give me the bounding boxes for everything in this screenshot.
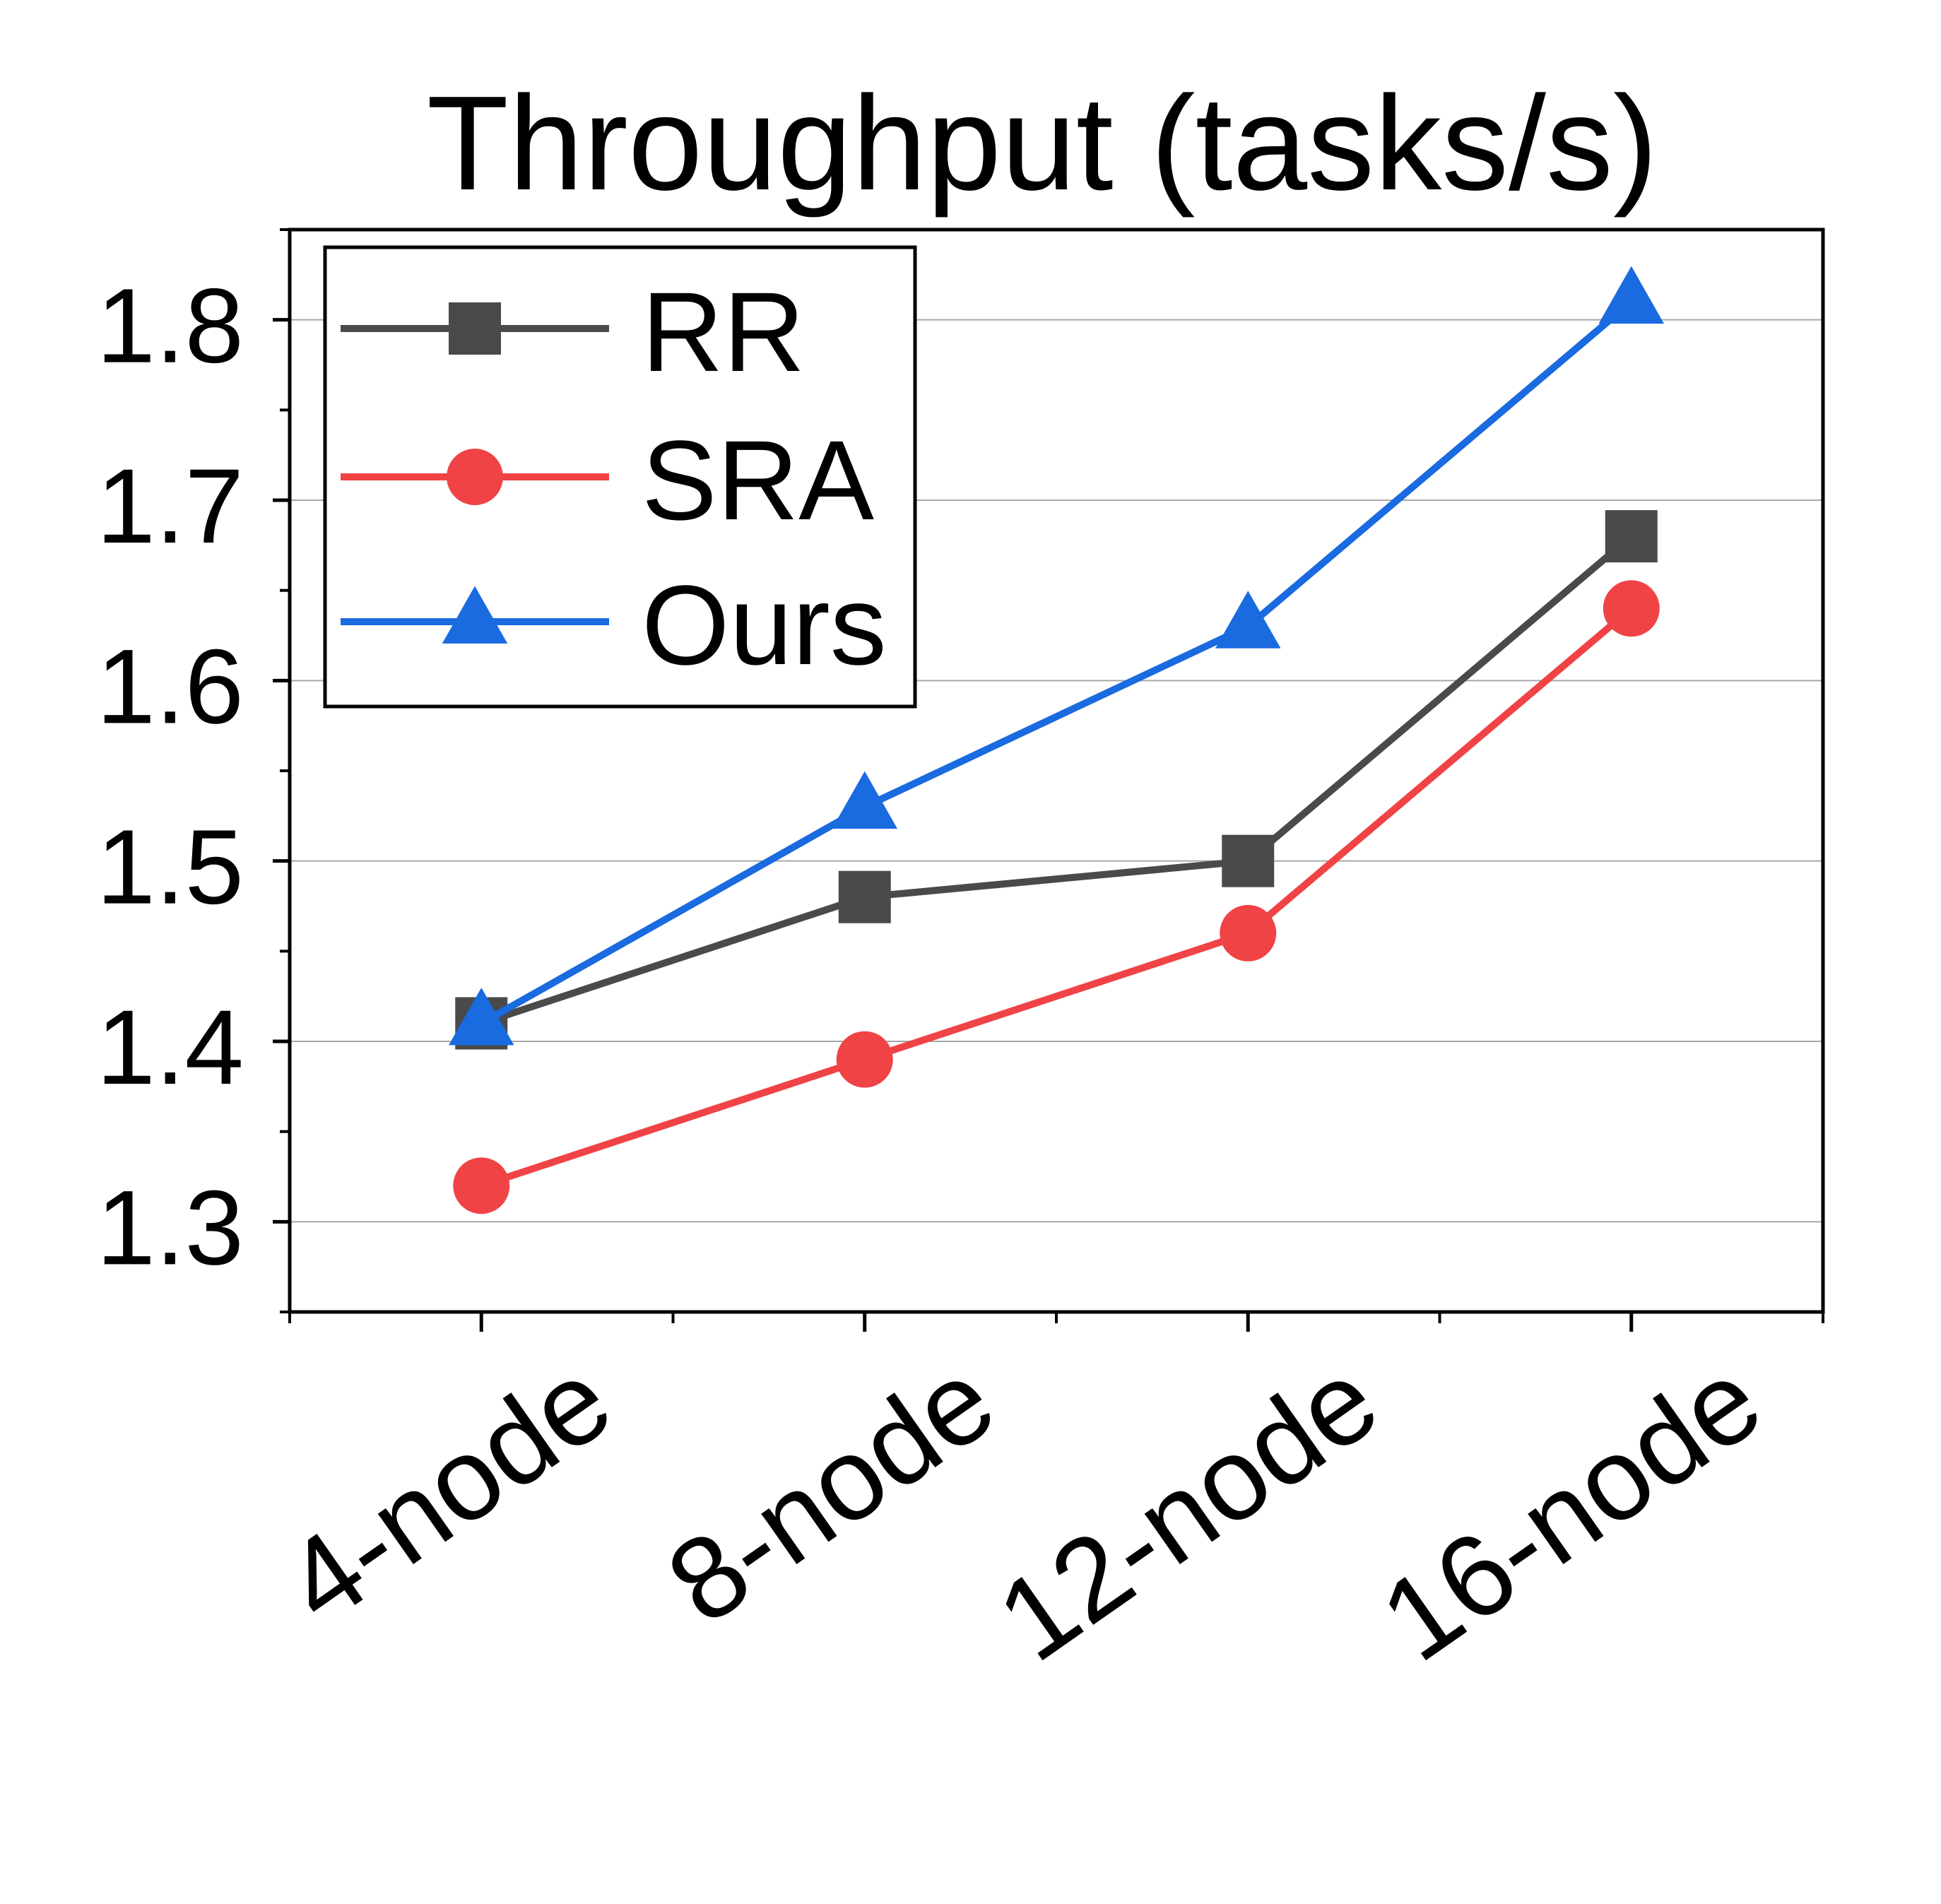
legend-label-RR: RR <box>642 268 805 395</box>
x-tick-label-4-node: 4-node <box>261 1334 633 1648</box>
y-tick-label-2: 1.5 <box>96 808 244 926</box>
legend-marker-SRA <box>447 449 503 505</box>
legend-marker-RR <box>449 302 501 355</box>
x-tick-label-12-node: 12-node <box>975 1334 1400 1686</box>
point-SRA-12-node <box>1220 904 1277 962</box>
y-tick-label-0: 1.3 <box>96 1168 244 1287</box>
legend-label-Ours: Ours <box>642 562 887 688</box>
point-Ours-12-node <box>1215 591 1281 649</box>
point-RR-12-node <box>1222 834 1275 887</box>
point-RR-8-node <box>838 870 891 923</box>
point-Ours-4-node <box>449 987 514 1046</box>
y-tick-label-5: 1.8 <box>96 266 244 385</box>
series-line-Ours <box>479 299 1634 1027</box>
series-SRA <box>453 580 1660 1214</box>
point-SRA-4-node <box>453 1157 510 1214</box>
point-SRA-16-node <box>1603 580 1660 637</box>
series-Ours <box>449 266 1664 1046</box>
y-tick-label-4: 1.7 <box>96 447 244 565</box>
plot-series <box>449 266 1664 1214</box>
point-Ours-8-node <box>832 771 897 829</box>
y-tick-label-3: 1.6 <box>96 627 244 745</box>
y-tick-label-1: 1.4 <box>96 988 244 1106</box>
chart-title: Throughput (tasks/s) <box>427 69 1658 218</box>
x-tick-label-8-node: 8-node <box>644 1334 1016 1648</box>
series-line-SRA <box>480 605 1634 1190</box>
x-tick-label-16-node: 16-node <box>1358 1334 1783 1686</box>
point-SRA-8-node <box>836 1031 893 1088</box>
legend-label-SRA: SRA <box>642 417 874 543</box>
legend-marker-Ours <box>442 586 508 644</box>
point-Ours-16-node <box>1598 266 1664 324</box>
legend: RR SRA Ours <box>323 245 917 709</box>
point-RR-16-node <box>1605 510 1658 563</box>
series-line-RR <box>480 533 1634 1027</box>
